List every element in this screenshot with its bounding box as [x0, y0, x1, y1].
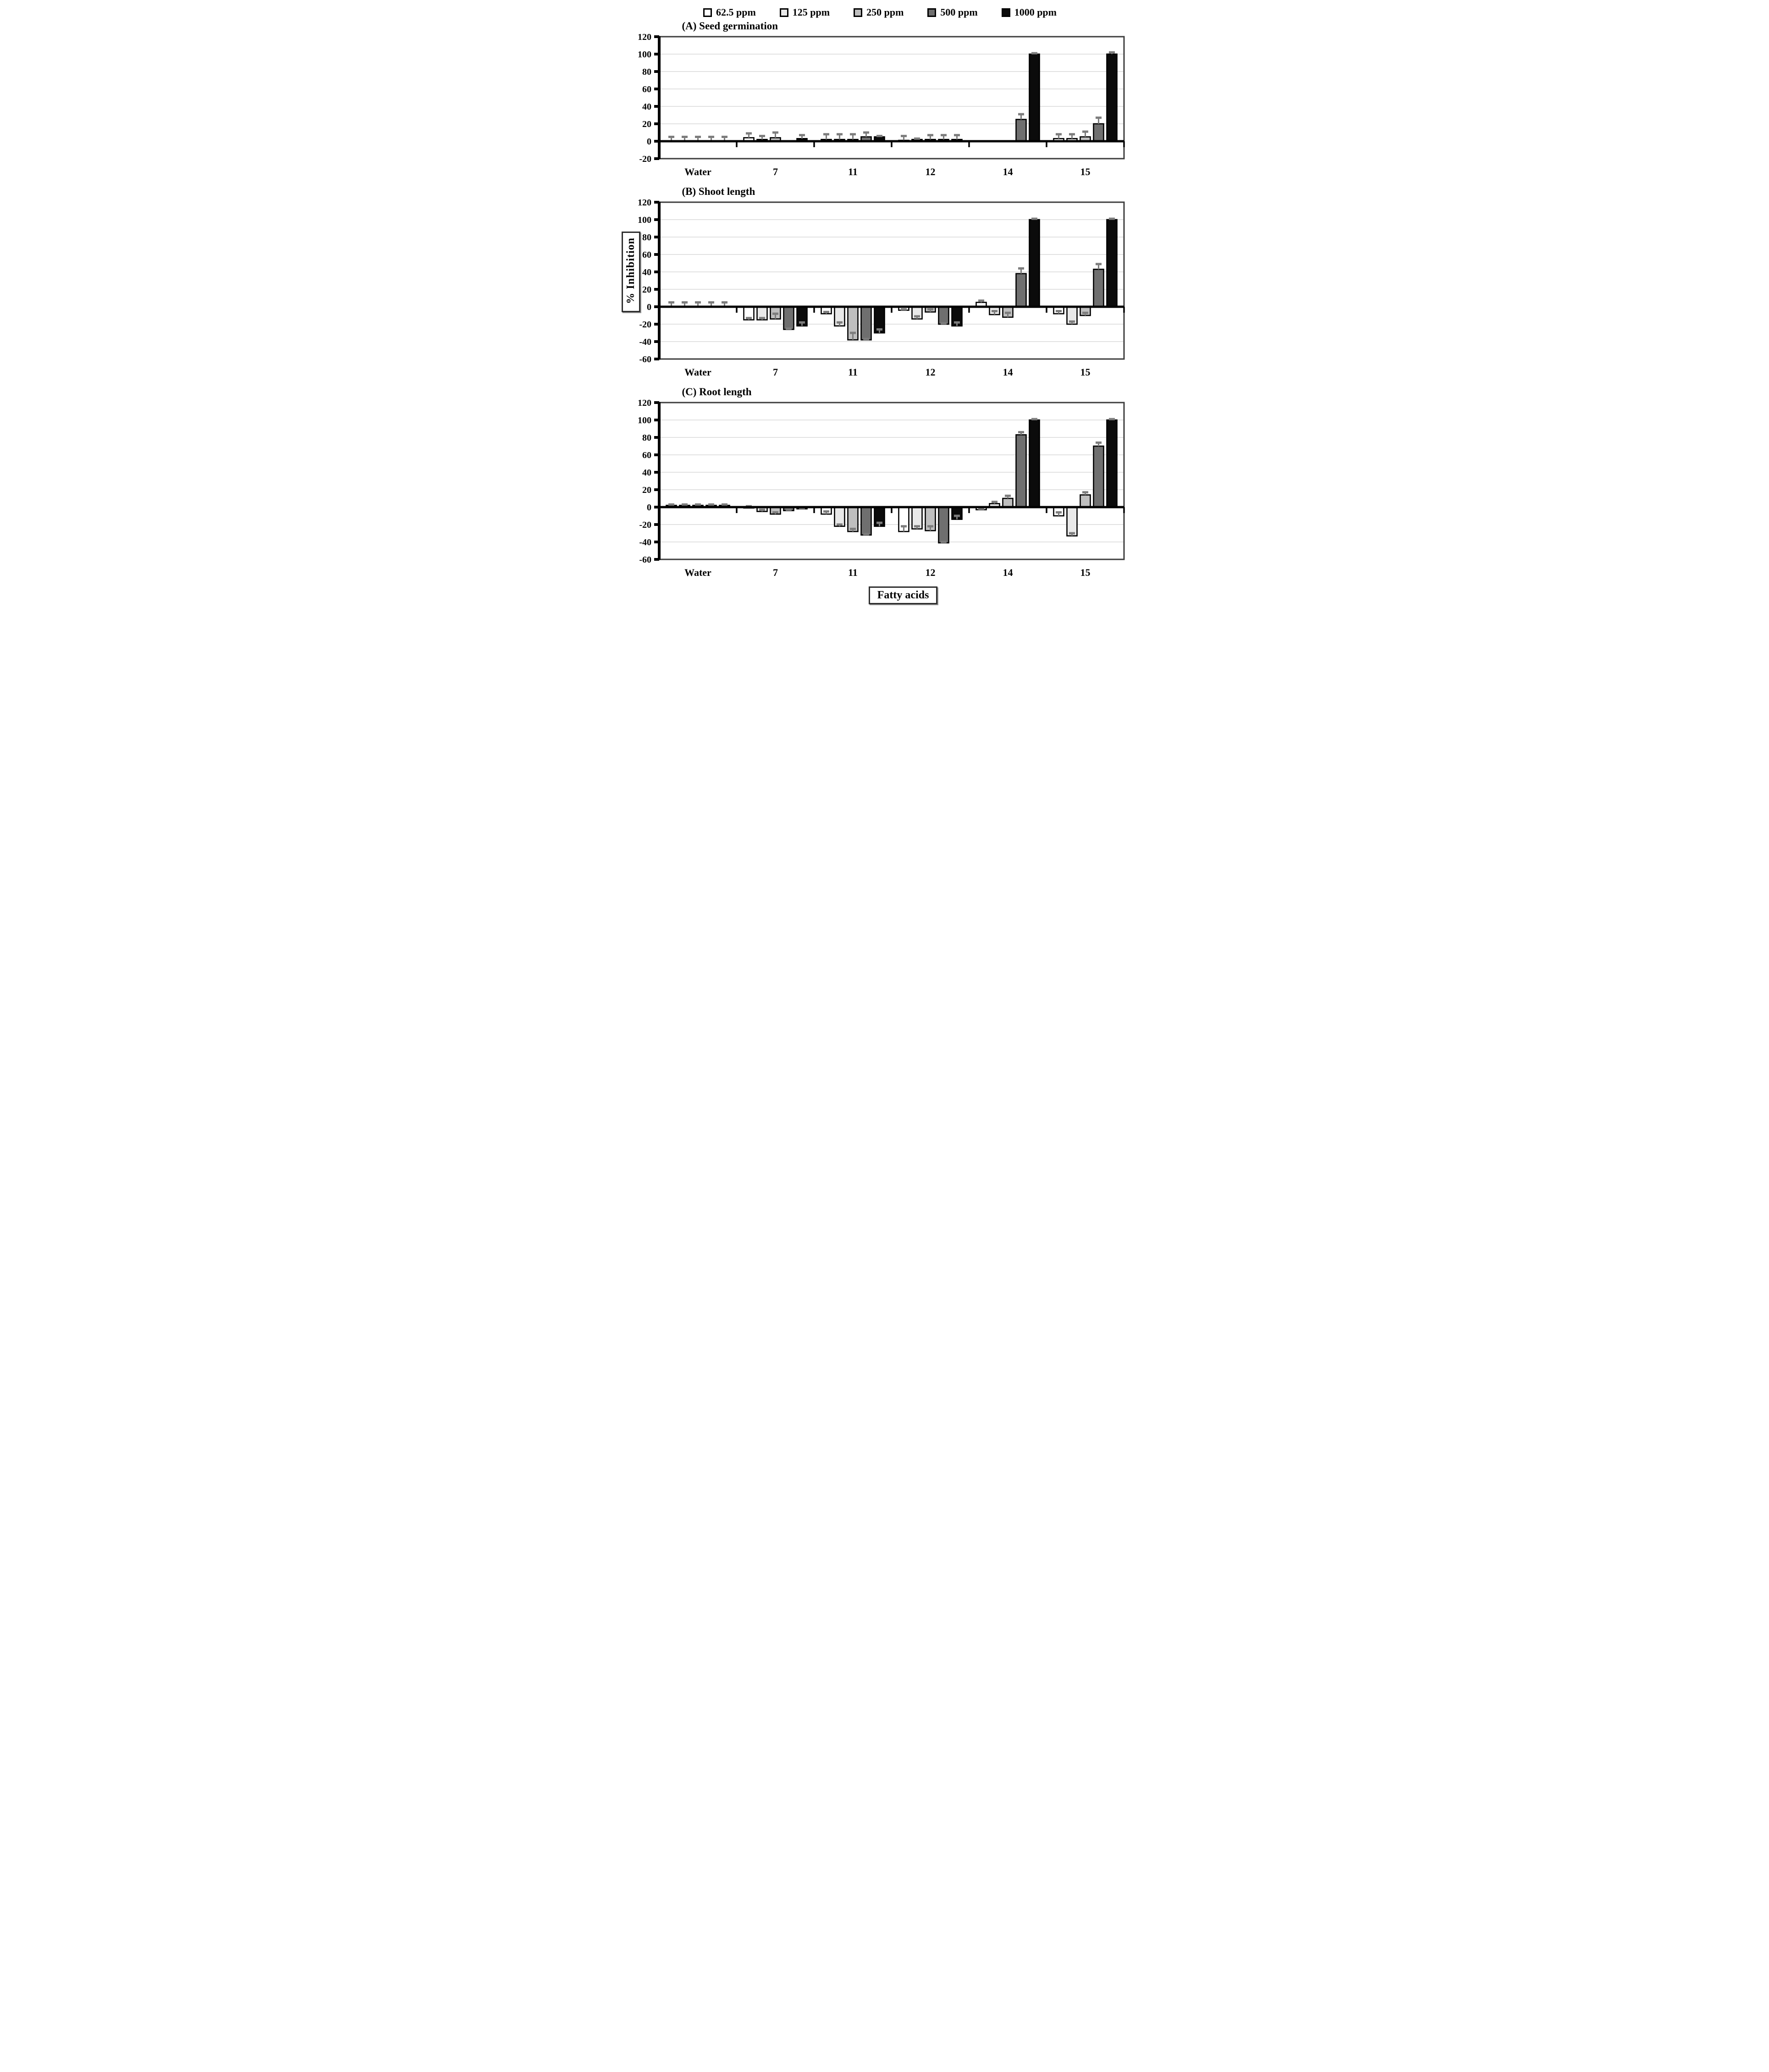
bar-c-14-500ppm — [1015, 434, 1027, 508]
x-category-label: 12 — [925, 567, 935, 578]
legend-label: 1000 ppm — [1014, 6, 1057, 18]
bar-b-14-1000ppm — [1028, 219, 1040, 308]
legend-item: 62.5 ppm — [703, 6, 756, 18]
legend-item: 250 ppm — [854, 6, 904, 18]
bar-b-15-1000ppm — [1106, 219, 1118, 308]
y-tick-label: 60 — [642, 84, 651, 94]
y-axis-label: % Inhibition — [624, 238, 637, 304]
y-tick-label: -40 — [639, 337, 651, 347]
x-category-label: 15 — [1080, 567, 1090, 578]
panel-c-title: (C) Root length — [682, 386, 752, 398]
bar-b-12-500ppm — [937, 306, 949, 325]
panel-b-title: (B) Shoot length — [682, 186, 755, 197]
bar-c-12-500ppm — [937, 506, 949, 544]
panel-c-plot: -60 -40 -20 0 20 40 60 80 100 120 Water 7 11 12 14 15 — [638, 398, 1125, 578]
legend: 62.5 ppm 125 ppm 250 ppm 500 ppm 1000 ppm — [637, 6, 1123, 18]
y-tick-label: -40 — [639, 537, 651, 547]
y-tick-label: 20 — [642, 119, 651, 129]
y-tick-label: 0 — [647, 503, 651, 513]
x-category-label: 7 — [773, 166, 778, 177]
legend-swatch-125-ppm — [779, 8, 788, 17]
x-category-label: 11 — [848, 366, 858, 378]
bar-c-15-500ppm — [1092, 445, 1104, 508]
bar-a-14-1000ppm — [1028, 53, 1040, 142]
x-category-label: 12 — [925, 166, 935, 177]
x-category-label: Water — [684, 166, 711, 177]
x-category-label: 11 — [848, 166, 858, 177]
bar-b-11-500ppm — [860, 306, 872, 341]
y-tick-label: -60 — [639, 555, 651, 565]
bar-b-14-500ppm — [1015, 273, 1027, 308]
bar-c-15-250ppm — [1079, 494, 1091, 508]
x-category-label: 14 — [1003, 166, 1013, 177]
bar-c-15-125ppm — [1066, 506, 1078, 537]
legend-label: 62.5 ppm — [716, 6, 756, 18]
y-tick-label: 20 — [642, 285, 651, 295]
legend-swatch-1000-ppm — [1001, 8, 1010, 17]
y-tick-label: 40 — [642, 102, 651, 112]
y-tick-label: 0 — [647, 137, 651, 147]
x-category-label: 15 — [1080, 166, 1090, 177]
bar-c-14-250ppm — [1002, 497, 1014, 508]
bar-a-15-500ppm — [1092, 123, 1104, 142]
y-tick-label: -20 — [639, 520, 651, 530]
y-tick-label: 60 — [642, 250, 651, 260]
plot-border — [658, 402, 1124, 560]
y-tick-label: 120 — [638, 199, 651, 208]
y-tick-label: -60 — [639, 354, 651, 365]
y-tick-label: 80 — [642, 67, 651, 77]
figure-fatty-acid-inhibition: 62.5 ppm 125 ppm 250 ppm 500 ppm 1000 ppm % … — [618, 0, 1151, 612]
y-tick-label: 60 — [642, 450, 651, 460]
legend-swatch-500-ppm — [927, 8, 937, 17]
x-category-label: 7 — [773, 366, 778, 378]
y-tick-label: 100 — [638, 415, 651, 425]
legend-swatch-250-ppm — [854, 8, 863, 17]
bar-c-11-500ppm — [860, 506, 872, 536]
panel-a-title: (A) Seed germination — [682, 20, 778, 32]
panels-container: (A) Seed germination -20 0 20 40 60 80 100 120 Wa… — [619, 20, 1151, 585]
y-tick-label: 0 — [647, 302, 651, 312]
bar-c-15-1000ppm — [1106, 419, 1118, 508]
x-category-label: 14 — [1003, 567, 1013, 578]
y-tick-label: 40 — [642, 267, 651, 277]
legend-label: 250 ppm — [866, 6, 904, 18]
y-tick-label: 20 — [642, 485, 651, 495]
legend-swatch-62.5-ppm — [703, 8, 712, 17]
y-axis-label-box: % Inhibition — [621, 232, 640, 312]
y-tick-label: -20 — [639, 320, 651, 330]
bar-b-15-500ppm — [1092, 269, 1104, 308]
x-category-label: 7 — [773, 567, 778, 578]
bar-b-7-500ppm — [783, 306, 794, 330]
x-category-label: 14 — [1003, 366, 1013, 378]
panel-a: (A) Seed germination -20 0 20 40 60 80 100 120 Wa… — [623, 20, 1151, 184]
x-category-label: 15 — [1080, 366, 1090, 378]
plot-border — [658, 201, 1124, 360]
x-category-label: Water — [684, 567, 711, 578]
legend-item: 1000 ppm — [1001, 6, 1057, 18]
panel-b-plot: -60 -40 -20 0 20 40 60 80 100 120 Water 7 11 12 14 15 — [638, 198, 1125, 378]
legend-item: 500 ppm — [927, 6, 978, 18]
y-tick-label: 40 — [642, 468, 651, 478]
y-tick-label: 120 — [638, 399, 651, 408]
bar-a-15-1000ppm — [1106, 53, 1118, 142]
legend-label: 500 ppm — [940, 6, 978, 18]
x-axis-label-wrap: Fatty acids — [619, 586, 1151, 604]
legend-item: 125 ppm — [779, 6, 830, 18]
x-category-label: 12 — [925, 366, 935, 378]
bar-c-14-1000ppm — [1028, 419, 1040, 508]
y-tick-label: 80 — [642, 232, 651, 243]
y-tick-label: -20 — [639, 154, 651, 164]
y-tick-label: 120 — [638, 33, 651, 42]
y-tick-label: 100 — [638, 215, 651, 225]
y-tick-label: 80 — [642, 433, 651, 443]
x-axis-label: Fatty acids — [868, 586, 938, 604]
panel-c: (C) Root length -60 -40 -20 0 20 40 60 80 100 120 W… — [623, 386, 1151, 585]
x-category-label: Water — [684, 366, 711, 378]
panel-a-plot: -20 0 20 40 60 80 100 120 Water 7 11 12 14 15 — [638, 32, 1125, 177]
bar-a-14-500ppm — [1015, 119, 1027, 142]
legend-label: 125 ppm — [792, 6, 830, 18]
panel-b: (B) Shoot length -60 -40 -20 0 20 40 60 80 100 120… — [623, 186, 1151, 384]
x-category-label: 11 — [848, 567, 858, 578]
y-tick-label: 100 — [638, 50, 651, 60]
